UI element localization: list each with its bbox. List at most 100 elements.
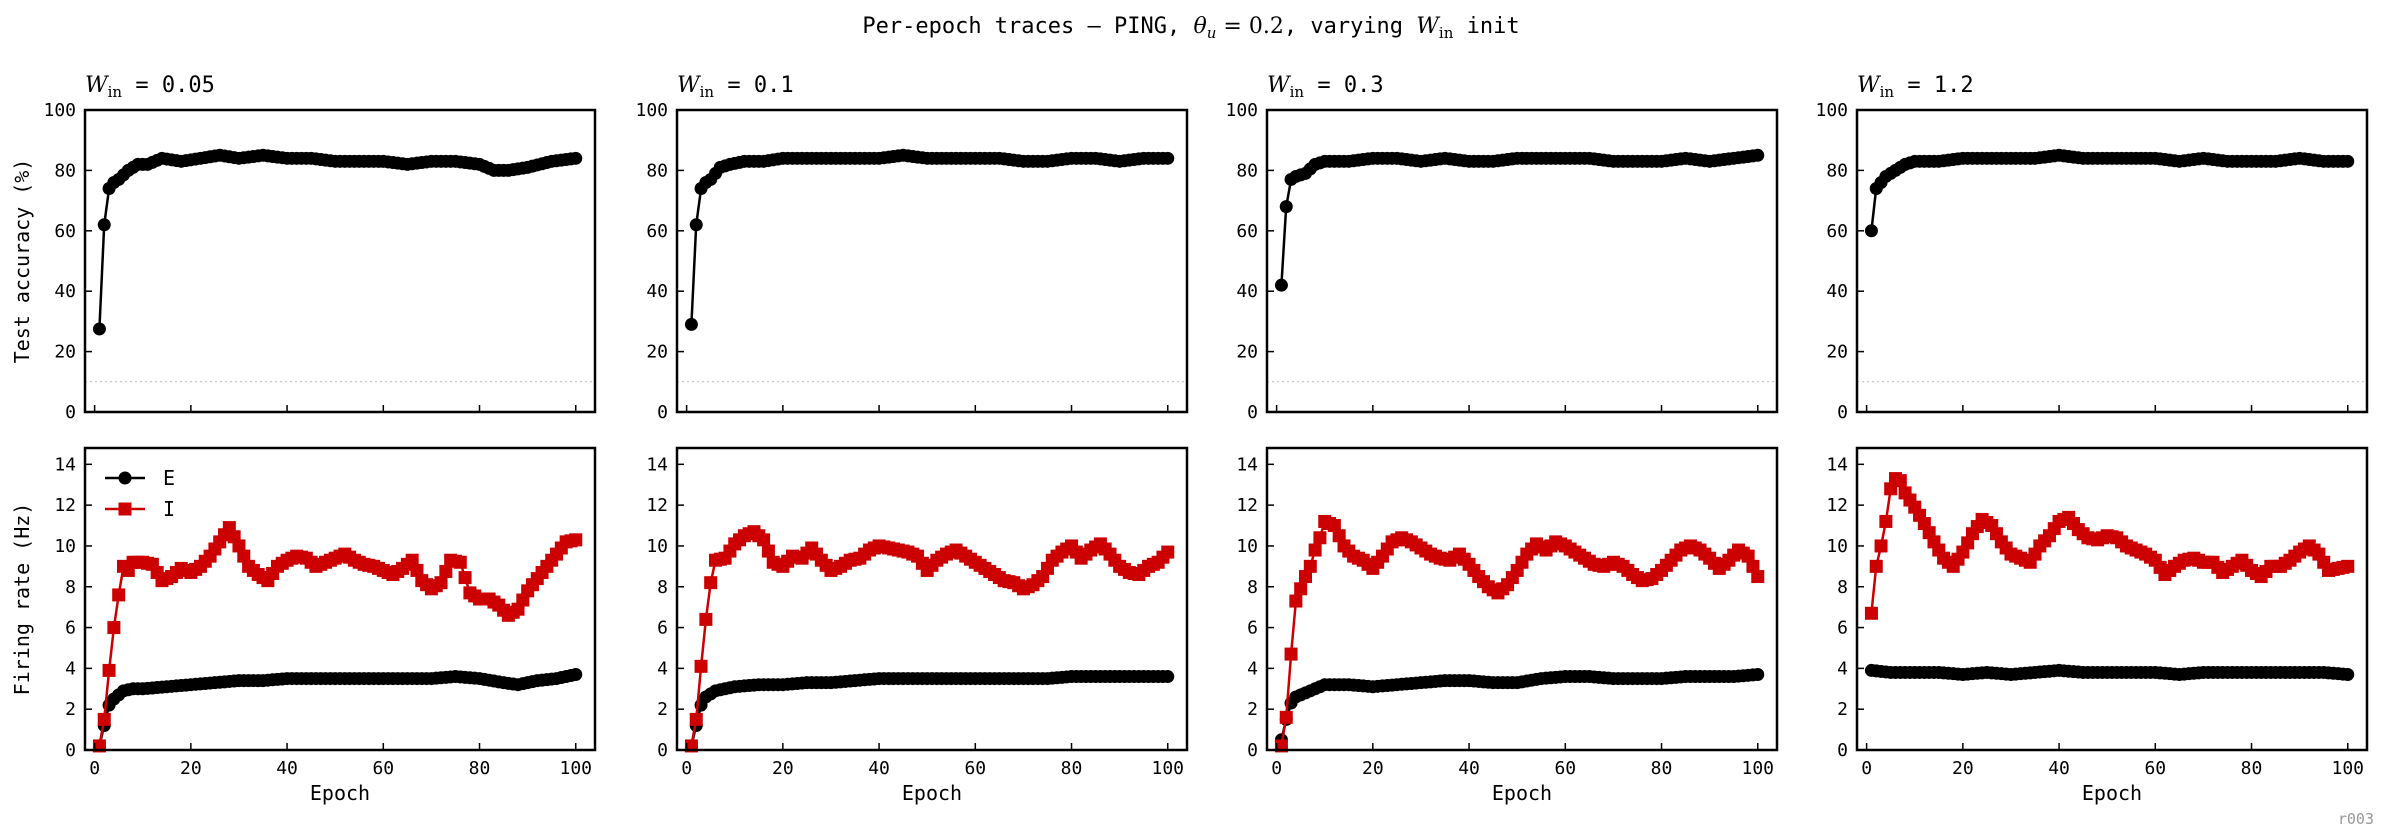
- data-point-I: [1313, 531, 1327, 545]
- y-tick-label: 10: [1236, 536, 1258, 557]
- y-tick-label: 100: [635, 100, 668, 121]
- legend-label-E: E: [163, 466, 175, 490]
- chart-panel-accuracy-2: 0 20 40 60 80 100 Win = 0.1: [635, 73, 1189, 423]
- panel-title: Win = 0.1: [677, 73, 794, 101]
- figure-title-theta-value: = 0.2: [1216, 14, 1283, 39]
- x-tick-label: 100: [1151, 758, 1184, 779]
- plot-frame: [1855, 446, 2369, 752]
- data-point-I: [1746, 559, 1760, 573]
- series-line-E: [1280, 154, 1758, 286]
- y-tick-label: 8: [1837, 577, 1848, 598]
- data-point-I: [1308, 543, 1322, 557]
- x-tick-label: 40: [868, 758, 890, 779]
- panel-title: Win = 0.05: [85, 73, 215, 101]
- data-point-I: [405, 553, 419, 567]
- panel-title-value: = 0.1: [714, 73, 793, 98]
- y-tick-label: 14: [1826, 454, 1848, 475]
- data-point-E: [569, 151, 583, 165]
- plot-frame: [675, 446, 1189, 752]
- y-tick-label: 20: [1826, 342, 1848, 363]
- y-tick-label: 20: [54, 342, 76, 363]
- data-point-E: [2341, 154, 2355, 168]
- data-point-E: [569, 668, 583, 681]
- data-point-I: [97, 712, 111, 726]
- y-tick-label: 12: [1826, 495, 1848, 516]
- y-tick-label: 60: [646, 221, 668, 242]
- data-point-I: [1327, 519, 1341, 533]
- x-tick-label: 80: [2241, 758, 2263, 779]
- chart-panel-accuracy-4: 0 20 40 60 80 100 Win = 1.2: [1815, 73, 2369, 423]
- panel-title-subscript: in: [108, 83, 123, 101]
- y-tick-label: 12: [646, 495, 668, 516]
- y-tick-label: 4: [657, 658, 668, 679]
- data-point-I: [1864, 606, 1878, 620]
- x-tick-label: 60: [2144, 758, 2166, 779]
- x-tick-label: 0: [89, 758, 100, 779]
- y-tick-label: 80: [1826, 160, 1848, 181]
- y-tick-label: 40: [54, 281, 76, 302]
- figure-title-theta: θ: [1194, 14, 1207, 39]
- panel-title-subscript: in: [700, 83, 715, 101]
- data-point-I: [1869, 559, 1883, 573]
- y-tick-label: 0: [1247, 402, 1258, 423]
- y-tick-label: 8: [65, 577, 76, 598]
- data-point-I: [704, 576, 718, 590]
- y-tick-label: 6: [65, 618, 76, 639]
- x-tick-label: 20: [180, 758, 202, 779]
- x-tick-label: 20: [772, 758, 794, 779]
- plot-frame: [1265, 108, 1779, 414]
- y-tick-label: 10: [646, 536, 668, 557]
- data-point-I: [458, 571, 472, 585]
- chart-panel-accuracy-3: 0 20 40 60 80 100 Win = 0.3: [1225, 73, 1779, 423]
- x-tick-label: 40: [1458, 758, 1480, 779]
- y-tick-label: 40: [646, 281, 668, 302]
- data-point-I: [1298, 570, 1312, 584]
- legend: EI: [105, 466, 175, 521]
- y-tick-label: 100: [1815, 100, 1848, 121]
- plot-frame: [83, 108, 597, 414]
- figure-title-suffix: init: [1453, 14, 1519, 39]
- y-axis-label: Firing rate (Hz): [10, 503, 34, 696]
- data-point-E: [2341, 668, 2355, 681]
- y-tick-label: 6: [1837, 618, 1848, 639]
- x-tick-label: 100: [1741, 758, 1774, 779]
- y-tick-label: 60: [1826, 221, 1848, 242]
- y-tick-label: 4: [65, 658, 76, 679]
- data-point-I: [1289, 594, 1303, 608]
- x-axis-label: Epoch: [2082, 781, 2142, 805]
- y-tick-label: 14: [54, 454, 76, 475]
- x-tick-label: 60: [964, 758, 986, 779]
- data-point-I: [1741, 549, 1755, 563]
- x-tick-label: 80: [469, 758, 491, 779]
- data-point-E: [684, 317, 698, 331]
- data-point-I: [1279, 710, 1293, 724]
- chart-panel-rate-3: 0 20 40 60 80 100 0 2 4 6 8 10 12 14 Epoch: [1236, 446, 1779, 805]
- plot-frame: [83, 446, 597, 752]
- y-tick-label: 14: [646, 454, 668, 475]
- x-tick-label: 80: [1651, 758, 1673, 779]
- panel-title-symbol: W: [677, 73, 702, 98]
- data-point-I: [1751, 570, 1765, 584]
- x-tick-label: 100: [559, 758, 592, 779]
- panel-title: Win = 0.3: [1267, 73, 1384, 101]
- x-tick-label: 40: [276, 758, 298, 779]
- x-tick-label: 0: [1271, 758, 1282, 779]
- data-point-I: [410, 563, 424, 577]
- legend-marker-I: [118, 502, 132, 516]
- y-tick-label: 10: [54, 536, 76, 557]
- legend-label-I: I: [163, 497, 175, 521]
- data-point-I: [237, 549, 251, 563]
- data-point-I: [232, 539, 246, 553]
- y-tick-label: 80: [646, 160, 668, 181]
- chart-panel-accuracy-1: 0 20 40 60 80 100 Test accuracy (%) Win = 0.05: [10, 73, 597, 423]
- panel-title-value: = 0.3: [1304, 73, 1383, 98]
- y-tick-label: 0: [1837, 402, 1848, 423]
- plot-frame: [1855, 108, 2369, 414]
- x-tick-label: 0: [681, 758, 692, 779]
- data-point-I: [689, 712, 703, 726]
- data-point-I: [569, 533, 583, 547]
- y-tick-label: 20: [1236, 342, 1258, 363]
- corner-tag: r003: [2337, 810, 2374, 828]
- y-tick-label: 4: [1837, 658, 1848, 679]
